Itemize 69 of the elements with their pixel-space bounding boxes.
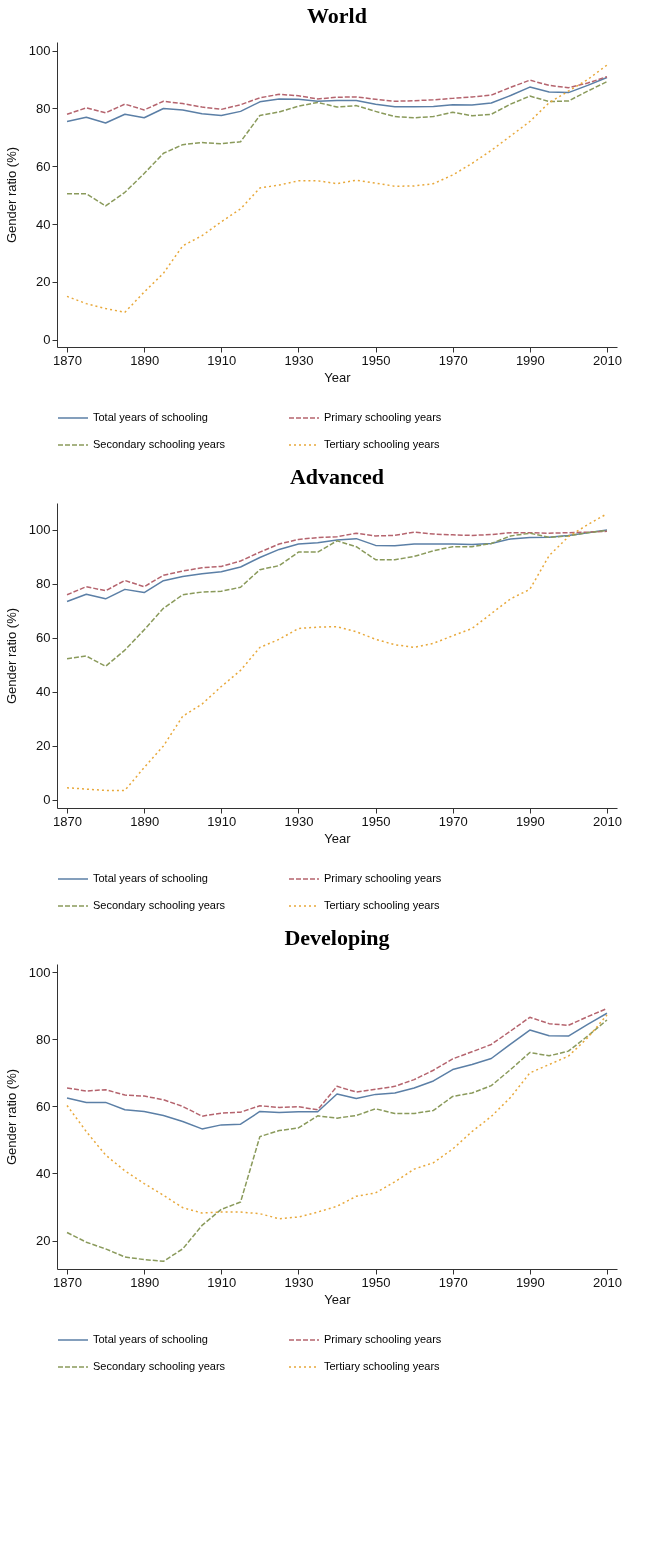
x-tick-label: 1910 bbox=[207, 1274, 237, 1290]
y-tick-label: 20 bbox=[36, 1233, 51, 1249]
x-tick-label: 1910 bbox=[207, 813, 237, 829]
legend-label: Total years of schooling bbox=[93, 872, 208, 884]
line-series bbox=[66, 80, 608, 207]
x-tick-label: 1870 bbox=[53, 813, 82, 829]
legend-label: Secondary schooling years bbox=[93, 1360, 226, 1372]
x-tick-label: 1950 bbox=[361, 813, 391, 829]
x-tick-label: 1890 bbox=[130, 813, 160, 829]
legend-label: Secondary schooling years bbox=[93, 899, 226, 911]
y-tick-label: 40 bbox=[36, 684, 51, 700]
y-tick-label: 40 bbox=[36, 1165, 51, 1181]
chart-title: World bbox=[307, 3, 367, 28]
legend-label: Total years of schooling bbox=[93, 411, 208, 423]
chart-title: Developing bbox=[284, 925, 390, 950]
y-tick-label: 60 bbox=[36, 630, 51, 646]
y-tick-label: 20 bbox=[36, 738, 51, 754]
x-tick-label: 1870 bbox=[53, 352, 82, 368]
y-tick-label: 100 bbox=[28, 964, 51, 980]
line-series bbox=[66, 529, 608, 668]
x-tick-label: 1990 bbox=[515, 352, 545, 368]
x-tick-label: 1870 bbox=[53, 1274, 82, 1290]
y-tick-label: 0 bbox=[43, 792, 51, 808]
x-tick-label: 1950 bbox=[361, 352, 391, 368]
legend-label: Tertiary schooling years bbox=[324, 899, 441, 911]
y-tick-label: 100 bbox=[28, 522, 51, 538]
x-tick-label: 1930 bbox=[284, 352, 314, 368]
x-tick-label: 1930 bbox=[284, 1274, 314, 1290]
legend-label: Primary schooling years bbox=[324, 872, 442, 884]
line-series bbox=[66, 64, 608, 314]
x-tick-label: 1890 bbox=[130, 1274, 160, 1290]
x-tick-label: 1990 bbox=[515, 813, 545, 829]
x-tick-label: 1910 bbox=[207, 352, 237, 368]
y-tick-label: 80 bbox=[36, 576, 51, 592]
line-series bbox=[66, 1019, 608, 1263]
y-tick-label: 40 bbox=[36, 216, 51, 232]
x-axis-title: Year bbox=[324, 1291, 352, 1307]
line-series bbox=[66, 1014, 608, 1220]
x-tick-label: 1970 bbox=[438, 352, 468, 368]
x-axis-title: Year bbox=[324, 830, 352, 846]
x-tick-label: 1970 bbox=[438, 1274, 468, 1290]
x-tick-label: 2010 bbox=[593, 1274, 622, 1290]
y-tick-label: 60 bbox=[36, 158, 51, 174]
chart-title: Advanced bbox=[289, 464, 385, 489]
line-series bbox=[66, 76, 608, 124]
legend-label: Secondary schooling years bbox=[93, 438, 226, 450]
y-tick-label: 0 bbox=[43, 332, 51, 348]
y-tick-label: 20 bbox=[36, 274, 51, 290]
line-series bbox=[66, 75, 608, 116]
legend-label: Primary schooling years bbox=[324, 411, 442, 423]
y-axis-title: Gender ratio (%) bbox=[3, 1068, 19, 1166]
x-axis-title: Year bbox=[324, 369, 352, 385]
y-axis-title: Gender ratio (%) bbox=[3, 607, 19, 705]
x-tick-label: 1950 bbox=[361, 1274, 391, 1290]
legend-label: Primary schooling years bbox=[324, 1333, 442, 1345]
y-tick-label: 100 bbox=[28, 43, 51, 59]
x-tick-label: 1890 bbox=[130, 352, 160, 368]
legend-label: Tertiary schooling years bbox=[324, 438, 441, 450]
legend-label: Tertiary schooling years bbox=[324, 1360, 441, 1372]
x-tick-label: 2010 bbox=[593, 813, 622, 829]
legend-label: Total years of schooling bbox=[93, 1333, 208, 1345]
x-tick-label: 1990 bbox=[515, 1274, 545, 1290]
x-tick-label: 1930 bbox=[284, 813, 314, 829]
y-tick-label: 80 bbox=[36, 1031, 51, 1047]
y-tick-label: 60 bbox=[36, 1098, 51, 1114]
x-tick-label: 1970 bbox=[438, 813, 468, 829]
x-tick-label: 2010 bbox=[593, 352, 622, 368]
y-axis-title: Gender ratio (%) bbox=[3, 146, 19, 244]
y-tick-label: 80 bbox=[36, 100, 51, 116]
